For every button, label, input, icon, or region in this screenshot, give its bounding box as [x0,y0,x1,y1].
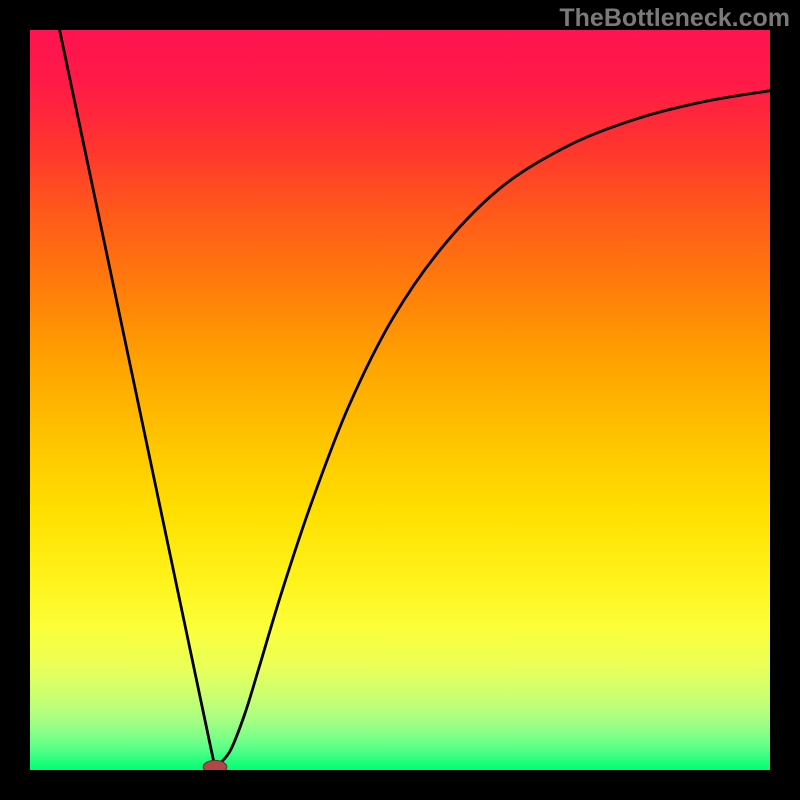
watermark-text: TheBottleneck.com [559,4,790,33]
bottleneck-chart [0,0,800,800]
plot-background-gradient [30,30,770,770]
chart-container: TheBottleneck.com [0,0,800,800]
